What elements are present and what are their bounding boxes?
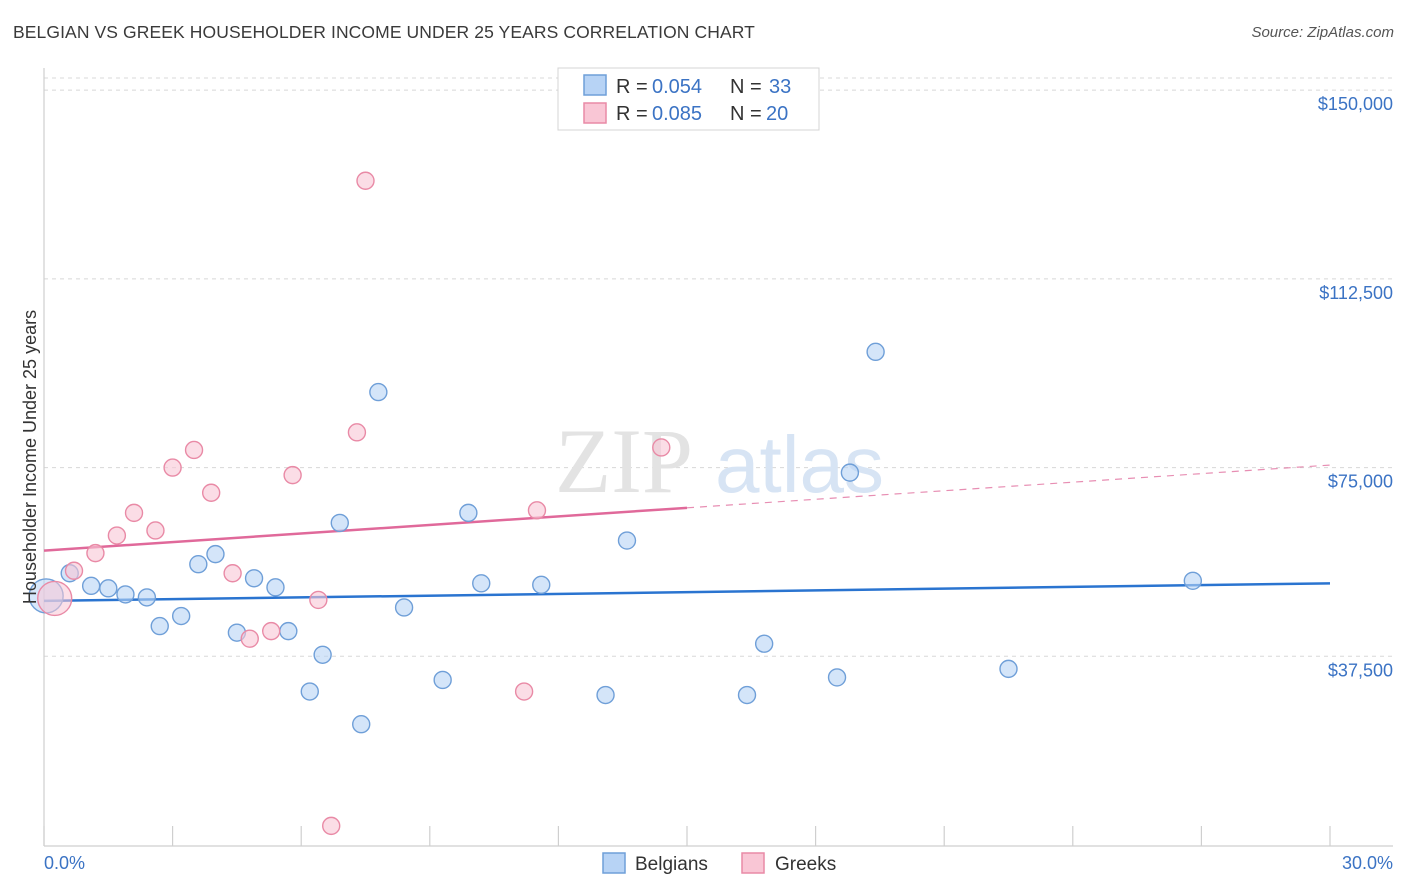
point-greeks-6 <box>163 458 182 477</box>
source-label: Source: ZipAtlas.com <box>1251 24 1394 41</box>
x-tick-label-min: 0.0% <box>44 853 85 873</box>
point-belgians-18 <box>369 382 388 402</box>
point-greeks-9 <box>223 564 242 583</box>
point-belgians-21 <box>459 503 478 523</box>
point-greeks-19 <box>652 438 671 457</box>
point-greeks-10 <box>240 629 259 648</box>
legend-swatch-belgians <box>583 74 607 96</box>
point-belgians-2 <box>81 576 101 596</box>
y-tick-label-0: $37,500 <box>1328 660 1393 680</box>
point-belgians-11 <box>244 569 264 588</box>
legend-r-value-greeks: 0.085 <box>652 103 702 125</box>
point-belgians-12 <box>266 578 285 597</box>
point-belgians-9 <box>206 544 225 564</box>
point-greeks-5 <box>146 521 165 540</box>
point-belgians-16 <box>330 513 349 533</box>
point-greeks-4 <box>124 503 144 523</box>
trend-extension-greeks <box>686 464 1331 509</box>
trend-lines <box>43 464 1331 603</box>
legend-r-value-belgians: 0.054 <box>652 76 702 98</box>
legend-n-label-belgians: N = <box>730 76 762 98</box>
point-greeks-3 <box>107 526 127 545</box>
trend-line-greeks <box>43 506 688 552</box>
data-points <box>28 171 1203 836</box>
point-greeks-18 <box>527 501 547 520</box>
legend-n-value-belgians: 33 <box>769 76 791 98</box>
point-belgians-14 <box>300 682 319 701</box>
point-belgians-27 <box>754 634 774 653</box>
point-belgians-29 <box>840 463 860 482</box>
watermark-atlas: atlas <box>715 420 884 509</box>
point-greeks-15 <box>347 423 367 442</box>
x-tick-label-max: 30.0% <box>1342 853 1393 873</box>
point-belgians-19 <box>394 598 414 617</box>
bottom-legend-swatch-belgians <box>602 852 626 874</box>
point-belgians-32 <box>1183 571 1203 591</box>
trend-line-belgians <box>43 582 1331 603</box>
y-axis-label: Householder Income Under 25 years <box>20 310 40 604</box>
point-belgians-15 <box>313 645 332 664</box>
point-belgians-3 <box>99 579 118 598</box>
bottom-legend-label-greeks: Greeks <box>775 854 836 875</box>
point-greeks-0 <box>37 580 73 617</box>
axes <box>43 68 1393 847</box>
watermark-zip: ZIP <box>555 410 693 512</box>
point-greeks-16 <box>356 171 375 190</box>
point-belgians-6 <box>150 616 169 636</box>
y-tick-label-3: $150,000 <box>1318 94 1393 114</box>
gridlines <box>44 77 1393 657</box>
point-belgians-17 <box>352 715 371 734</box>
point-belgians-22 <box>472 574 491 593</box>
point-belgians-5 <box>137 588 157 607</box>
y-tick-labels: $37,500 $75,000 $112,500 $150,000 <box>1318 94 1393 680</box>
chart-title: BELGIAN VS GREEK HOUSEHOLDER INCOME UNDE… <box>13 22 755 42</box>
bottom-legend-label-belgians: Belgians <box>635 854 708 875</box>
point-belgians-26 <box>737 685 757 705</box>
point-greeks-8 <box>201 483 221 502</box>
point-belgians-24 <box>596 685 615 705</box>
point-greeks-17 <box>514 682 534 701</box>
point-belgians-25 <box>617 531 637 550</box>
point-greeks-12 <box>283 465 302 485</box>
point-belgians-8 <box>189 555 208 574</box>
point-greeks-7 <box>184 440 204 460</box>
bottom-legend-swatch-greeks <box>741 852 765 874</box>
point-belgians-31 <box>999 659 1018 679</box>
point-greeks-2 <box>86 543 105 563</box>
point-belgians-20 <box>433 670 452 690</box>
legend-swatch-greeks <box>583 102 607 124</box>
point-greeks-14 <box>322 816 341 836</box>
point-belgians-30 <box>866 342 885 362</box>
legend-n-value-greeks: 20 <box>766 103 788 125</box>
point-belgians-28 <box>827 668 847 687</box>
point-belgians-23 <box>532 575 551 595</box>
bottom-legend: Belgians Greeks <box>602 852 836 875</box>
watermark: ZIP atlas <box>555 410 884 512</box>
point-belgians-7 <box>171 606 191 626</box>
point-belgians-13 <box>279 621 298 641</box>
legend: R = 0.054 N = 33 R = 0.085 N = 20 <box>557 67 820 131</box>
point-belgians-4 <box>116 585 135 604</box>
legend-r-label-belgians: R = <box>616 76 648 98</box>
point-greeks-1 <box>64 561 84 580</box>
legend-n-label-greeks: N = <box>730 103 762 125</box>
y-tick-label-2: $112,500 <box>1319 283 1393 303</box>
legend-r-label-greeks: R = <box>616 103 648 125</box>
point-greeks-11 <box>261 621 281 641</box>
y-tick-label-1: $75,000 <box>1328 472 1393 492</box>
point-greeks-13 <box>309 590 328 610</box>
